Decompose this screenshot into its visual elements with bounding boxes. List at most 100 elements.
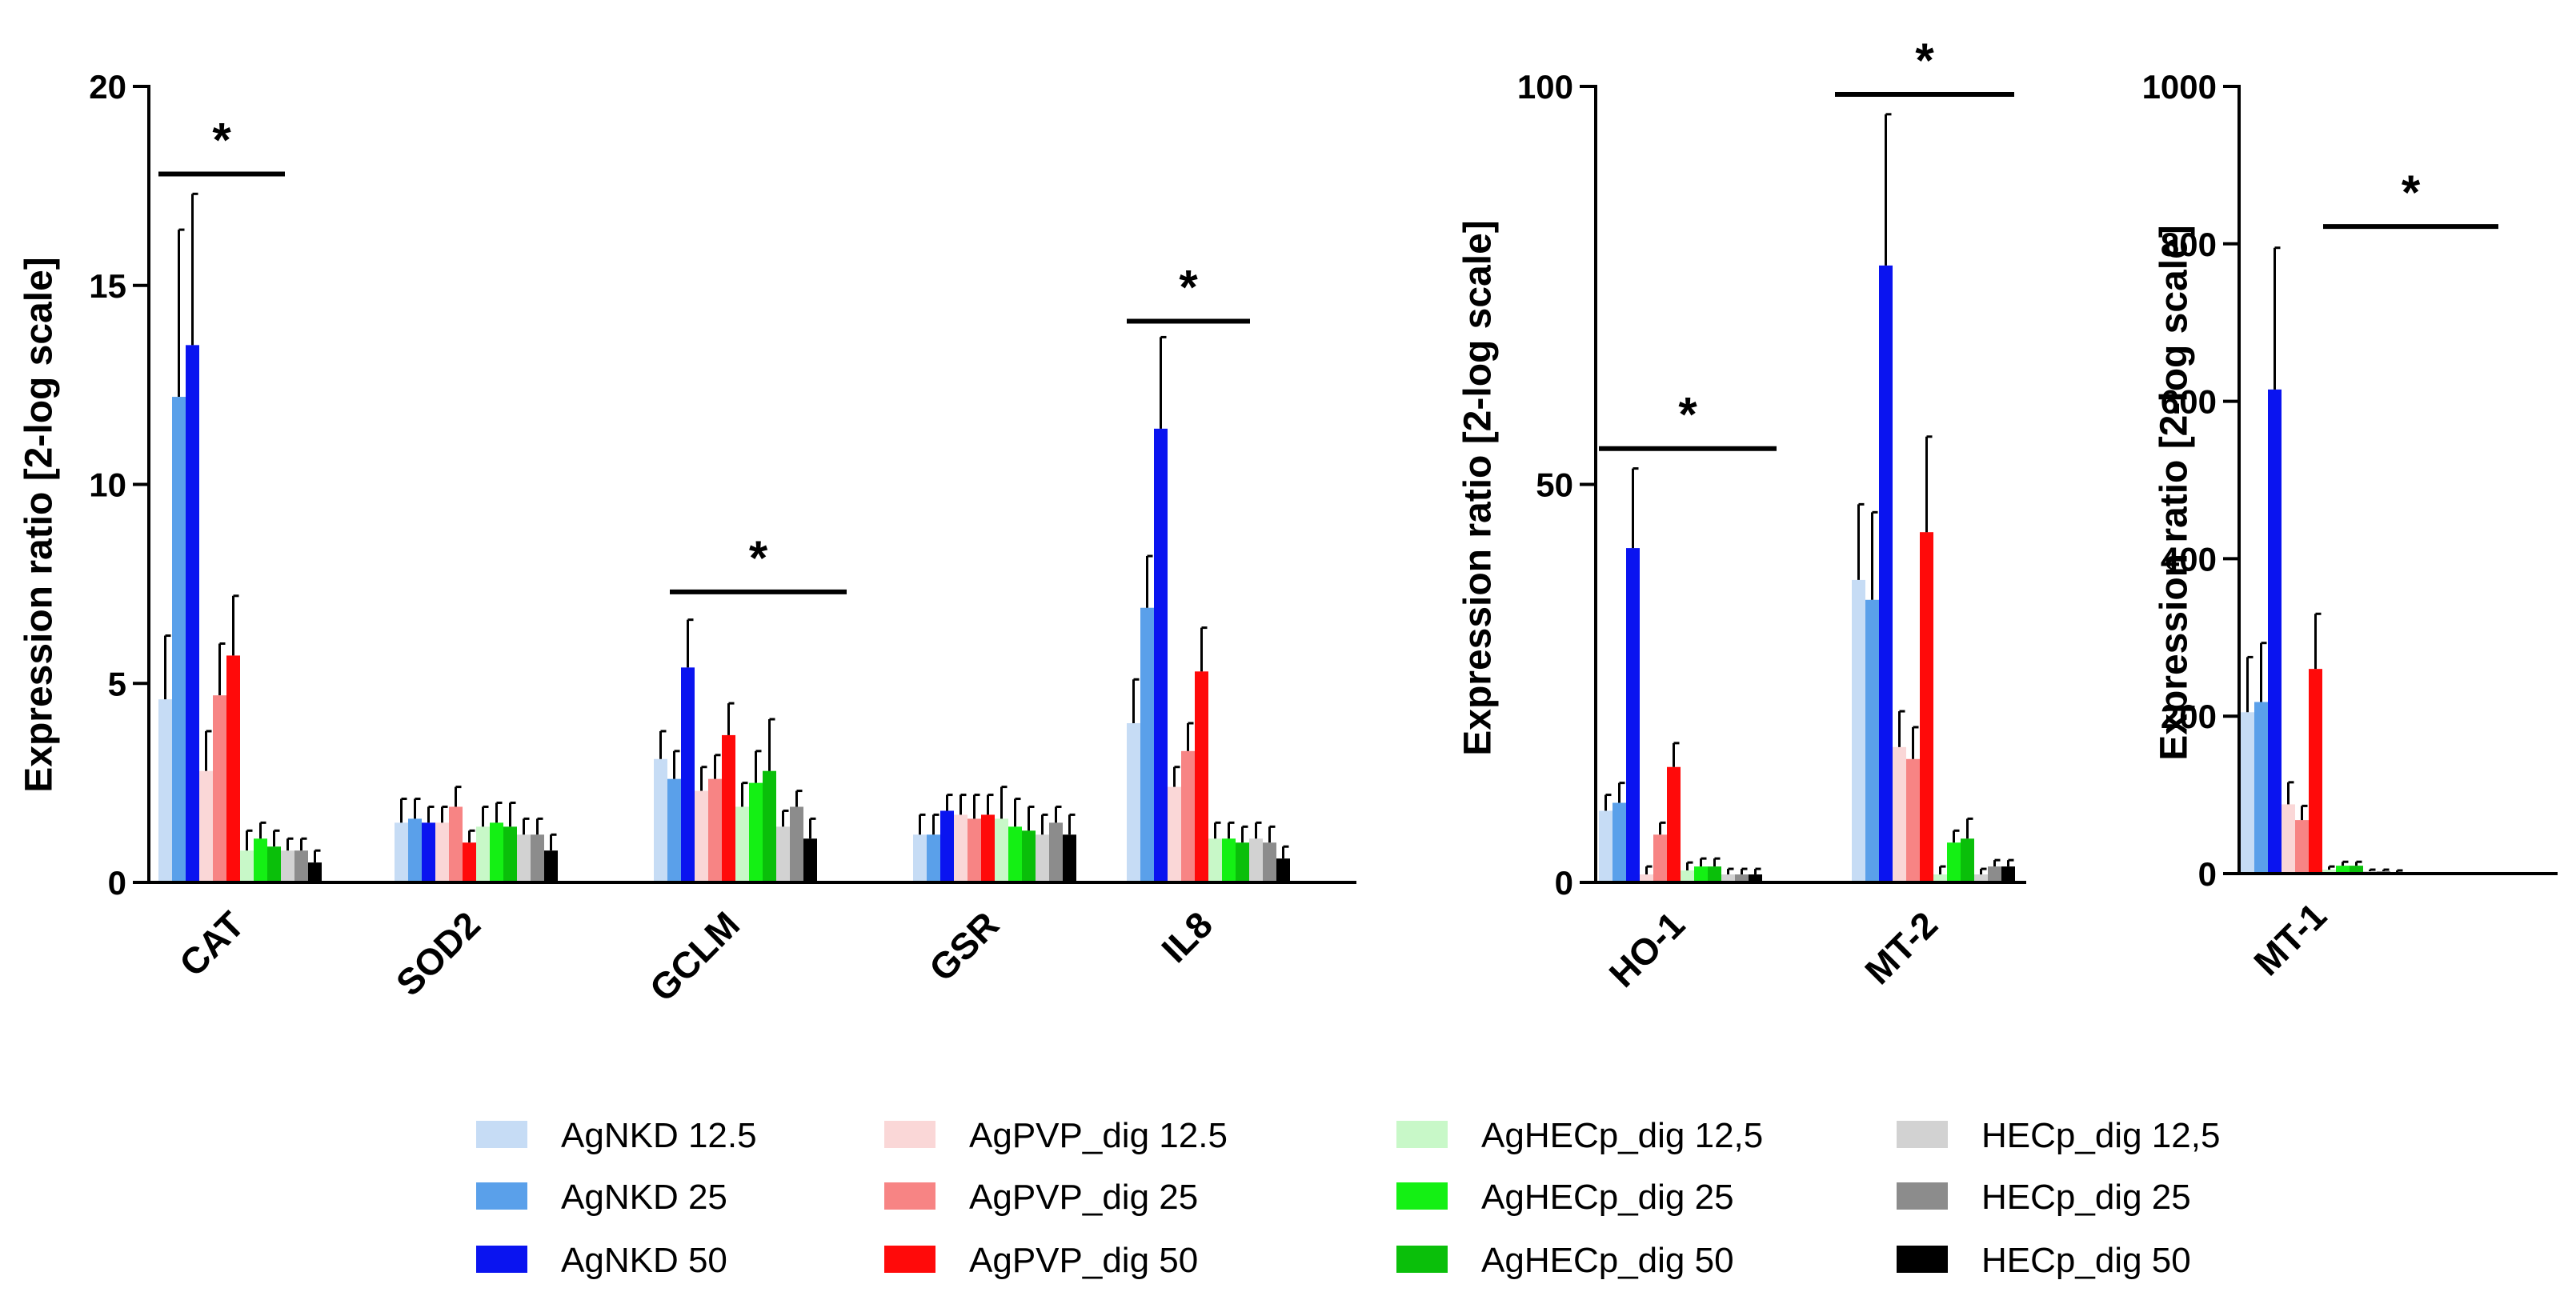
bar-SOD2-2 xyxy=(422,822,435,882)
y-tick-label: 0 xyxy=(1555,864,1573,902)
bar-HO-1-5 xyxy=(1667,766,1681,882)
y-tick-label: 800 xyxy=(2161,226,2217,263)
significance-star: * xyxy=(1915,34,1934,87)
bar-GCLM-6 xyxy=(735,806,749,882)
y-axis-label-left: Expression ratio [2-log scale] xyxy=(18,257,61,793)
bar-IL8-4 xyxy=(1181,750,1195,882)
y-tick-label: 0 xyxy=(108,864,126,902)
bar-GSR-11 xyxy=(1063,834,1076,882)
bar-CAT-11 xyxy=(308,862,322,882)
bar-HO-1-7 xyxy=(1694,866,1708,882)
bar-SOD2-9 xyxy=(517,834,531,882)
bar-CAT-3 xyxy=(199,770,213,882)
bar-IL8-10 xyxy=(1263,842,1276,882)
bar-CAT-4 xyxy=(213,695,226,882)
legend-swatch xyxy=(1897,1121,1948,1148)
bar-MT-1-5 xyxy=(2309,669,2322,874)
y-tick-label: 50 xyxy=(1536,466,1573,504)
legend-label: AgPVP_dig 12.5 xyxy=(969,1116,1228,1155)
y-tick-label: 100 xyxy=(1517,68,1573,106)
bar-CAT-7 xyxy=(254,838,267,882)
legend-swatch xyxy=(1396,1121,1448,1148)
bar-GCLM-5 xyxy=(722,734,735,882)
bar-IL8-3 xyxy=(1168,786,1181,882)
category-label-GCLM: GCLM xyxy=(642,903,748,1010)
bar-CAT-6 xyxy=(240,850,254,882)
bar-HO-1-2 xyxy=(1626,548,1640,882)
legend: AgNKD 12.5 AgNKD 25 AgNKD 50 AgPVP_dig 12.5… xyxy=(476,1116,2220,1280)
legend-label: HECp_dig 50 xyxy=(1981,1241,2191,1280)
bar-HO-1-9 xyxy=(1721,874,1735,882)
bar-IL8-1 xyxy=(1140,607,1154,882)
panel-ho1-mt2: Expression ratio [2-log scale] HO-1 MT-2 0… xyxy=(1457,34,2026,995)
legend-swatch xyxy=(1396,1182,1448,1210)
legend-label: AgPVP_dig 50 xyxy=(969,1241,1198,1280)
bar-HO-1-11 xyxy=(1749,874,1762,882)
bar-GSR-6 xyxy=(995,818,1008,882)
legend-label: AgNKD 50 xyxy=(561,1241,727,1280)
bar-CAT-1 xyxy=(172,397,186,882)
category-label-CAT: CAT xyxy=(171,903,252,984)
bar-GCLM-3 xyxy=(695,790,708,882)
bar-GSR-1 xyxy=(927,834,940,882)
bar-MT-1-1 xyxy=(2254,702,2268,874)
bar-SOD2-0 xyxy=(395,822,408,882)
y-tick-label: 400 xyxy=(2161,540,2217,578)
y-tick-label: 200 xyxy=(2161,698,2217,735)
significance-star: * xyxy=(2402,166,2421,219)
bar-HO-1-3 xyxy=(1640,874,1653,882)
bar-IL8-11 xyxy=(1276,858,1290,882)
y-axis-label-right: Expression ratio [2-log scale] xyxy=(2153,225,2196,761)
bar-MT-2-3 xyxy=(1893,746,1906,882)
bar-MT-1-3 xyxy=(2282,804,2295,874)
bar-CAT-0 xyxy=(158,699,172,882)
legend-label: AgNKD 12.5 xyxy=(561,1116,757,1155)
bar-IL8-2 xyxy=(1154,428,1168,882)
bar-GCLM-8 xyxy=(763,770,776,882)
bar-MT-2-10 xyxy=(1988,866,2001,882)
bar-GCLM-10 xyxy=(790,806,803,882)
bar-CAT-2 xyxy=(186,345,199,882)
bar-IL8-5 xyxy=(1195,671,1208,882)
bar-IL8-0 xyxy=(1127,723,1140,882)
legend-swatch xyxy=(476,1121,527,1148)
bar-IL8-9 xyxy=(1249,838,1263,882)
bar-GSR-4 xyxy=(968,818,981,882)
panel-mt1: Expression ratio [2-log scale] MT-1 0 200 4… xyxy=(2142,68,2558,983)
bar-GSR-10 xyxy=(1049,822,1063,882)
legend-label: AgPVP_dig 25 xyxy=(969,1178,1198,1217)
legend-label: AgHECp_dig 50 xyxy=(1481,1241,1734,1280)
bar-SOD2-8 xyxy=(503,826,517,882)
bar-SOD2-7 xyxy=(490,822,503,882)
legend-label: AgHECp_dig 12,5 xyxy=(1481,1116,1763,1155)
bar-CAT-10 xyxy=(294,850,308,882)
legend-label: AgHECp_dig 25 xyxy=(1481,1178,1734,1217)
panel-antioxidant-genes: Expression ratio [2-log scale] CAT SOD2 GC… xyxy=(18,68,1356,1010)
significance-star: * xyxy=(212,113,231,166)
bar-GCLM-1 xyxy=(667,778,681,882)
bar-MT-2-5 xyxy=(1920,532,1933,882)
legend-swatch xyxy=(884,1182,935,1210)
legend-swatch xyxy=(884,1246,935,1273)
y-tick-label: 5 xyxy=(108,665,126,702)
legend-label: AgNKD 25 xyxy=(561,1178,727,1217)
y-tick-label: 15 xyxy=(89,267,126,305)
bar-HO-1-10 xyxy=(1735,874,1749,882)
bar-MT-2-7 xyxy=(1947,842,1961,882)
bar-SOD2-4 xyxy=(449,806,463,882)
bar-MT-1-8 xyxy=(2350,866,2363,874)
bar-MT-1-6 xyxy=(2322,870,2336,874)
bar-MT-2-9 xyxy=(1974,874,1988,882)
significance-star: * xyxy=(1678,388,1697,442)
legend-swatch xyxy=(476,1246,527,1273)
bar-CAT-5 xyxy=(226,655,240,882)
significance-star: * xyxy=(749,531,768,585)
bar-GSR-9 xyxy=(1036,834,1049,882)
bar-SOD2-10 xyxy=(531,834,544,882)
legend-swatch xyxy=(1396,1246,1448,1273)
bar-GSR-7 xyxy=(1008,826,1022,882)
category-label-MT-1: MT-1 xyxy=(2245,894,2334,983)
bar-IL8-8 xyxy=(1236,842,1249,882)
bar-GCLM-11 xyxy=(803,838,817,882)
bar-SOD2-11 xyxy=(544,850,558,882)
